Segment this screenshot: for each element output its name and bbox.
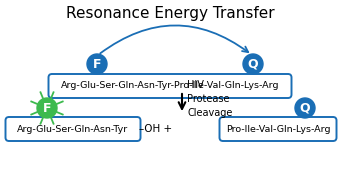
FancyBboxPatch shape [5,117,140,141]
Circle shape [295,98,315,118]
Text: F: F [93,57,101,70]
Text: –OH +: –OH + [139,124,172,134]
FancyBboxPatch shape [49,74,291,98]
Circle shape [37,98,57,118]
Text: Resonance Energy Transfer: Resonance Energy Transfer [66,6,274,21]
Text: Q: Q [300,102,310,115]
Text: Arg-Glu-Ser-Gln-Asn-Tyr: Arg-Glu-Ser-Gln-Asn-Tyr [17,124,129,134]
Text: F: F [43,102,51,115]
Text: Pro-Ile-Val-Gln-Lys-Arg: Pro-Ile-Val-Gln-Lys-Arg [226,124,330,134]
Circle shape [87,54,107,74]
Text: Q: Q [248,57,258,70]
Text: Arg-Glu-Ser-Gln-Asn-Tyr-Pro-Ile-Val-Gln-Lys-Arg: Arg-Glu-Ser-Gln-Asn-Tyr-Pro-Ile-Val-Gln-… [61,81,279,91]
Text: HIV
Protease
Cleavage: HIV Protease Cleavage [187,80,232,118]
Circle shape [243,54,263,74]
FancyBboxPatch shape [220,117,337,141]
